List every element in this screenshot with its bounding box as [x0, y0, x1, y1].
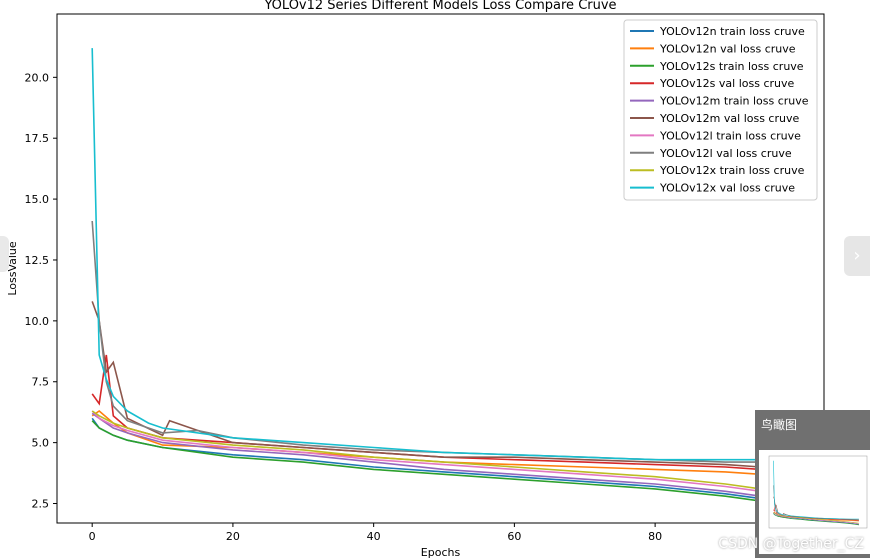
- x-tick-label: 0: [89, 530, 96, 543]
- legend-label: YOLOv12l train loss cruve: [659, 129, 801, 142]
- minimap-frame: [768, 455, 868, 529]
- legend-label: YOLOv12m val loss cruve: [659, 112, 799, 125]
- chevron-right-icon: ›: [853, 245, 861, 266]
- legend-label: YOLOv12l val loss cruve: [659, 147, 792, 160]
- minimap-series-line: [773, 513, 859, 526]
- legend-box: [623, 19, 818, 201]
- next-arrow-button[interactable]: ›: [844, 236, 870, 276]
- minimap-panel[interactable]: 鸟瞰图: [755, 410, 870, 558]
- x-axis-label: Epochs: [421, 546, 461, 558]
- legend-label: YOLOv12n val loss cruve: [659, 42, 796, 55]
- y-tick-label: 12.5: [25, 254, 50, 267]
- minimap-series-line: [773, 485, 859, 520]
- y-tick-label: 17.5: [25, 132, 50, 145]
- minimap-thumbnail[interactable]: [759, 450, 870, 554]
- series-line: [91, 48, 761, 461]
- minimap-title: 鸟瞰图: [761, 418, 798, 432]
- y-axis-label: LossValue: [6, 241, 19, 296]
- watermark: CSDN @Together_CZ: [718, 536, 864, 552]
- series-line: [91, 410, 761, 493]
- x-tick-label: 40: [367, 530, 381, 543]
- y-tick-label: 20.0: [25, 71, 50, 84]
- y-tick-label: 10.0: [25, 315, 50, 328]
- plot-frame: [56, 13, 825, 524]
- x-tick-label: 20: [226, 530, 240, 543]
- x-tick-label: 80: [648, 530, 662, 543]
- y-tick-label: 2.5: [32, 498, 50, 511]
- minimap-chart: [768, 455, 868, 529]
- legend-label: YOLOv12m train loss cruve: [659, 95, 809, 108]
- series-line: [91, 220, 761, 463]
- minimap-series-line: [773, 496, 859, 521]
- series-line: [91, 412, 761, 497]
- series-line: [91, 410, 761, 490]
- minimap-series-line: [773, 511, 859, 524]
- legend-label: YOLOv12n train loss cruve: [659, 25, 805, 38]
- series-line: [91, 301, 761, 468]
- legend-label: YOLOv12x val loss cruve: [659, 182, 795, 195]
- legend-label: YOLOv12s val loss cruve: [659, 77, 795, 90]
- minimap-series-line: [773, 512, 859, 525]
- legend-label: YOLOv12x train loss cruve: [659, 164, 805, 177]
- minimap-series-line: [773, 460, 859, 520]
- legend-label: YOLOv12s train loss cruve: [659, 60, 804, 73]
- y-tick-label: 7.5: [32, 376, 50, 389]
- x-tick-label: 60: [507, 530, 521, 543]
- y-tick-label: 15.0: [25, 193, 50, 206]
- chart-title: YOLOv12 Series Different Models Loss Com…: [263, 0, 616, 13]
- series-line: [91, 420, 761, 502]
- y-tick-label: 5.0: [32, 437, 50, 450]
- left-side-tab[interactable]: [0, 236, 9, 272]
